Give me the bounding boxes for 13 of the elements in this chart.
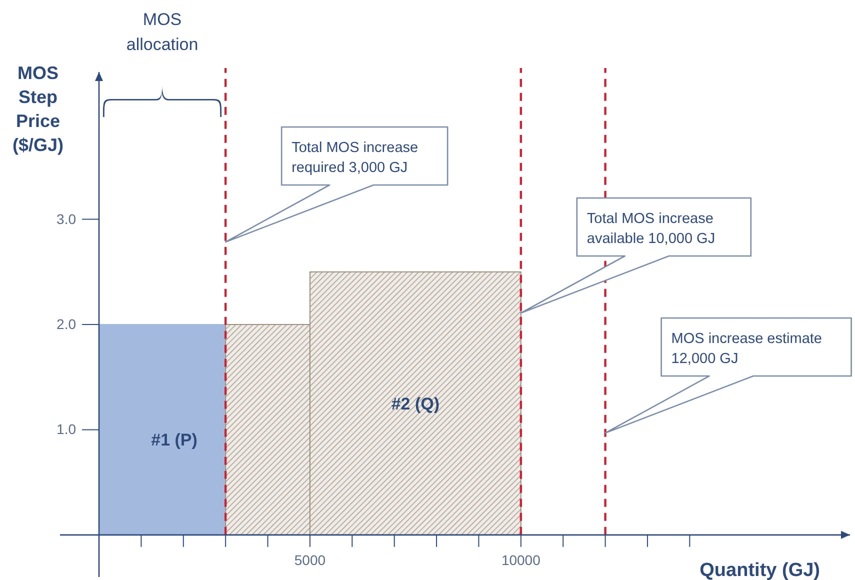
x-axis-title: Quantity (GJ) <box>700 560 820 580</box>
annotation: #2 (Q) <box>391 394 440 414</box>
y-tick-label: 1.0 <box>56 421 76 438</box>
annotation: Total MOS increase required 3,000 GJ <box>292 140 418 176</box>
annotation: MOS increase estimate 12,000 GJ <box>671 331 822 367</box>
annotation: #1 (P) <box>151 430 198 450</box>
y-tick-label: 3.0 <box>56 210 76 227</box>
annotation: Total MOS increase available 10,000 GJ <box>586 211 716 247</box>
y-axis-title: MOS Step Price ($/GJ) <box>12 63 64 155</box>
text: MOS allocation <box>126 10 198 54</box>
x-tick-label: 10000 <box>501 552 541 568</box>
x-tick-label: 5000 <box>294 552 326 568</box>
y-tick-label: 2.0 <box>56 316 76 332</box>
